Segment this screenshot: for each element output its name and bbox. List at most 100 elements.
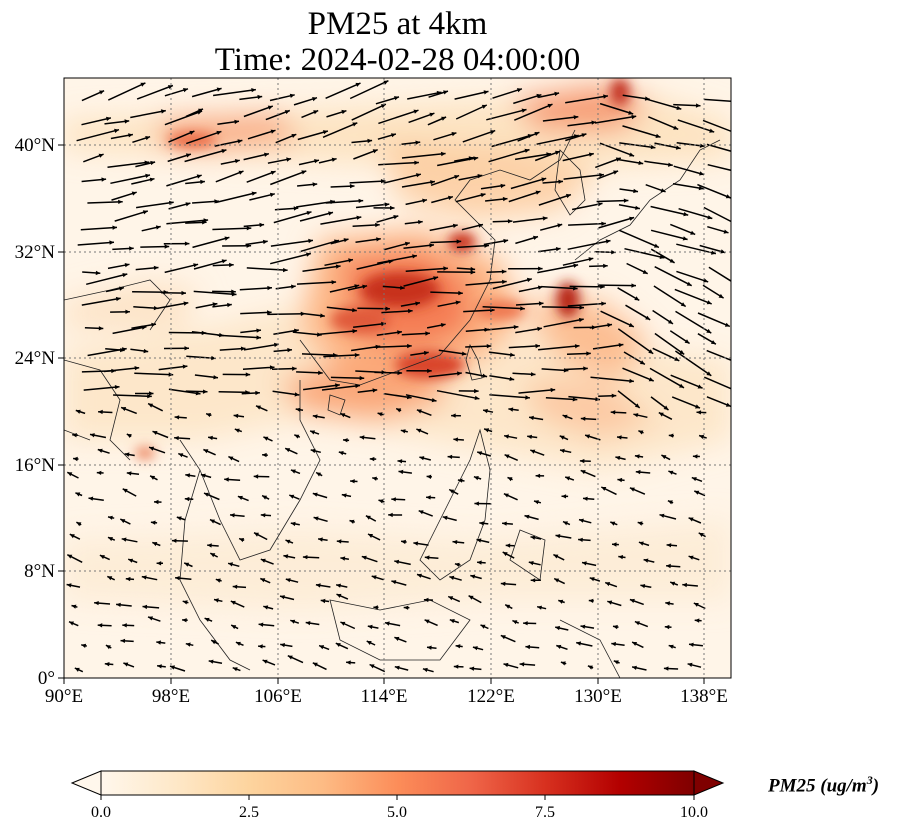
wind-arrow-head bbox=[336, 539, 342, 544]
wind-arrow-shaft bbox=[644, 160, 673, 167]
wind-arrow-shaft bbox=[381, 310, 413, 314]
wind-arrow-head bbox=[372, 149, 378, 154]
wind-arrow-shaft bbox=[303, 384, 340, 391]
colorbar-label-text: PM25 (ug/m bbox=[768, 775, 867, 797]
wind-arrow-shaft bbox=[455, 193, 486, 203]
wind-arrow-head bbox=[682, 582, 687, 588]
wind-arrow-head bbox=[559, 435, 565, 440]
wind-arrow-head bbox=[633, 413, 639, 418]
wind-arrow-head bbox=[566, 193, 571, 199]
wind-arrow-head bbox=[142, 210, 148, 215]
wind-arrow-shaft bbox=[594, 115, 637, 124]
wind-arrow-head bbox=[346, 660, 351, 665]
wind-arrow-head bbox=[648, 377, 654, 382]
wind-arrow-head bbox=[576, 641, 582, 646]
wind-arrow-head bbox=[128, 558, 134, 563]
wind-arrow-head bbox=[580, 416, 586, 421]
wind-arrow-head bbox=[504, 434, 509, 439]
wind-arrow-head bbox=[341, 109, 347, 115]
wind-arrow-shaft bbox=[463, 309, 495, 313]
wind-arrow-head bbox=[642, 269, 648, 274]
wind-arrow-shaft bbox=[483, 325, 519, 331]
wind-arrow-head bbox=[394, 559, 400, 565]
wind-arrow-shaft bbox=[135, 201, 174, 209]
wind-arrow-head bbox=[283, 267, 288, 273]
wind-arrow-head bbox=[112, 225, 117, 230]
wind-arrow-head bbox=[629, 487, 635, 492]
wind-arrow-shaft bbox=[489, 394, 530, 399]
wind-arrow-head bbox=[122, 488, 128, 493]
wind-arrow-head bbox=[404, 241, 410, 246]
wind-arrow-head bbox=[449, 489, 455, 494]
wind-arrow-head bbox=[482, 373, 488, 378]
wind-arrow-shaft bbox=[134, 372, 174, 376]
wind-arrow-head bbox=[503, 493, 509, 498]
wind-arrow-head bbox=[208, 659, 214, 664]
wind-arrow-head bbox=[152, 542, 158, 547]
wind-arrow-head bbox=[673, 125, 679, 130]
wind-arrow-head bbox=[637, 521, 643, 526]
pm25-field bbox=[64, 78, 731, 678]
wind-arrow-shaft bbox=[403, 276, 439, 287]
wind-arrow-head bbox=[429, 112, 435, 117]
wind-arrow-head bbox=[369, 456, 375, 462]
wind-arrow-shaft bbox=[302, 265, 341, 272]
wind-arrow-shaft bbox=[436, 389, 480, 400]
wind-arrow-head bbox=[312, 662, 318, 667]
wind-arrow-head bbox=[691, 477, 697, 482]
wind-arrow-head bbox=[235, 641, 241, 646]
wind-arrow-head bbox=[457, 371, 462, 376]
wind-arrow-shaft bbox=[113, 394, 152, 398]
wind-arrow-head bbox=[312, 182, 318, 187]
wind-arrow-shaft bbox=[384, 393, 412, 399]
wind-arrow-head bbox=[340, 556, 346, 561]
wind-arrow-head bbox=[453, 664, 459, 669]
wind-arrow-shaft bbox=[622, 94, 650, 100]
wind-arrow-shaft bbox=[491, 134, 533, 148]
wind-arrow-head bbox=[203, 449, 209, 454]
wind-arrow-head bbox=[555, 625, 560, 631]
wind-arrow-head bbox=[295, 407, 301, 412]
wind-arrow-head bbox=[123, 662, 129, 667]
wind-arrow-head bbox=[256, 405, 261, 410]
wind-arrow-shaft bbox=[86, 273, 128, 286]
wind-arrow-head bbox=[634, 296, 640, 301]
wind-arrow-head bbox=[394, 636, 400, 641]
wind-arrow-head bbox=[362, 284, 368, 289]
wind-arrow-head bbox=[403, 605, 409, 610]
wind-arrow-shaft bbox=[270, 170, 307, 186]
wind-arrow-head bbox=[555, 150, 560, 155]
wind-arrow-head bbox=[289, 93, 295, 98]
wind-arrow-head bbox=[290, 619, 296, 624]
wind-arrow-head bbox=[613, 624, 618, 630]
wind-arrow-head bbox=[246, 226, 252, 231]
wind-arrow-head bbox=[477, 174, 483, 179]
wind-arrow-head bbox=[449, 575, 455, 580]
wind-arrow-head bbox=[372, 388, 378, 393]
wind-arrow-head bbox=[634, 454, 640, 459]
colorbar-tick-label: 2.5 bbox=[239, 804, 259, 821]
wind-arrow-head bbox=[95, 270, 101, 276]
wind-arrow-head bbox=[505, 543, 511, 548]
wind-arrow-head bbox=[257, 94, 263, 100]
wind-arrow-head bbox=[668, 319, 673, 324]
wind-arrow-head bbox=[429, 243, 434, 248]
wind-arrow-head bbox=[500, 581, 506, 586]
wind-arrow-head bbox=[184, 346, 189, 351]
wind-arrow-head bbox=[292, 366, 297, 371]
wind-arrow-shaft bbox=[486, 108, 527, 121]
wind-arrow-shaft bbox=[571, 202, 603, 211]
wind-arrow-head bbox=[149, 446, 155, 451]
wind-arrow-head bbox=[447, 454, 453, 459]
wind-arrow-head bbox=[526, 277, 532, 283]
wind-arrow-head bbox=[109, 240, 114, 245]
wind-arrow-head bbox=[537, 605, 542, 610]
wind-arrow-head bbox=[227, 302, 232, 308]
wind-arrow-head bbox=[617, 477, 623, 483]
wind-arrow-head bbox=[579, 518, 584, 523]
wind-arrow-head bbox=[430, 180, 435, 185]
wind-arrow-head bbox=[502, 279, 507, 284]
wind-arrow-head bbox=[263, 605, 269, 610]
wind-arrow-head bbox=[377, 412, 383, 417]
wind-arrow-shaft bbox=[429, 224, 458, 232]
